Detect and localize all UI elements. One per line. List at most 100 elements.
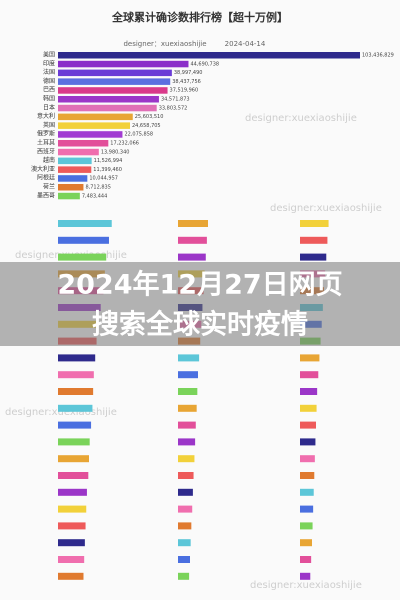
- category-label: 墨西哥: [37, 192, 55, 199]
- bar: [58, 421, 92, 429]
- category-label: 澳大利亚: [31, 165, 55, 173]
- bar: [178, 556, 190, 563]
- category-label: 越南: [43, 156, 55, 164]
- bar: [300, 404, 317, 412]
- bar: [300, 556, 312, 563]
- bar: [58, 404, 93, 412]
- bar: [58, 113, 133, 121]
- bar: [58, 131, 123, 138]
- bar: [300, 354, 320, 362]
- bar: [58, 175, 88, 182]
- watermark: designer:xuexiaoshijie: [250, 580, 362, 591]
- category-label: 阿根廷: [37, 174, 55, 182]
- bar: [58, 505, 87, 513]
- bar: [58, 455, 89, 463]
- bar: [300, 522, 313, 530]
- value-label: 10,044,957: [89, 176, 118, 182]
- category-label: 西班牙: [37, 147, 55, 155]
- bar: [300, 236, 328, 244]
- bar: [58, 192, 80, 200]
- bar: [300, 388, 318, 395]
- bar: [58, 572, 84, 580]
- category-label: 美国: [43, 51, 55, 59]
- value-label: 7,483,444: [82, 193, 107, 199]
- bar: [178, 539, 191, 547]
- bar: [300, 438, 316, 446]
- headline: 搜索全球实时疫情: [92, 309, 308, 341]
- bar: [58, 60, 189, 68]
- category-label: 土耳其: [37, 139, 55, 147]
- bar: [58, 371, 94, 379]
- bar: [58, 388, 94, 395]
- bar: [178, 421, 196, 429]
- bar: [58, 184, 84, 191]
- bar: [58, 52, 360, 59]
- bar: [178, 455, 195, 463]
- value-label: 22,075,858: [124, 132, 153, 138]
- bar: [178, 236, 207, 244]
- value-label: 38,437,756: [172, 79, 201, 85]
- bar: [58, 354, 96, 362]
- bar: [300, 505, 314, 513]
- bar: [300, 572, 311, 580]
- value-label: 17,232,066: [110, 141, 139, 147]
- value-label: 8,712,835: [85, 185, 110, 191]
- bar: [58, 488, 87, 496]
- value-label: 37,519,960: [170, 88, 199, 94]
- bar: [300, 220, 329, 227]
- bar: [300, 472, 315, 479]
- category-label: 英国: [43, 121, 55, 129]
- bar: [58, 539, 85, 547]
- bar: [58, 96, 159, 103]
- bar: [178, 505, 193, 513]
- bar: [58, 236, 109, 244]
- bar: [178, 522, 192, 530]
- watermark: designer:xuexiaoshijie: [245, 113, 357, 124]
- bar: [58, 104, 157, 112]
- bar: [58, 220, 112, 227]
- bar: [178, 404, 197, 412]
- value-label: 33,803,572: [159, 105, 188, 111]
- category-label: 俄罗斯: [37, 130, 55, 138]
- bar: [58, 438, 90, 446]
- value-label: 38,997,490: [174, 70, 203, 76]
- date: 2024-04-14: [225, 40, 266, 48]
- bar: [58, 78, 171, 85]
- bar: [58, 148, 99, 156]
- chart-title: 全球累计确诊数排行榜【超十万例】: [111, 10, 288, 24]
- value-label: 11,526,994: [94, 158, 123, 164]
- category-label: 韩国: [43, 95, 55, 103]
- bar: [300, 421, 316, 429]
- category-label: 意大利: [37, 112, 55, 120]
- bar: [58, 556, 85, 563]
- bar: [58, 69, 172, 77]
- bar: [178, 253, 206, 261]
- bar: [300, 371, 319, 379]
- bar: [300, 488, 314, 496]
- value-label: 44,690,738: [190, 61, 219, 67]
- value-label: 34,571,873: [161, 97, 190, 103]
- bar: [58, 166, 92, 173]
- category-label: 印度: [43, 59, 55, 67]
- bar: [300, 539, 312, 547]
- bar: [58, 253, 107, 261]
- bar: [178, 472, 194, 479]
- bar: [178, 371, 198, 379]
- headline: 2024年12月27日网页: [57, 269, 342, 301]
- bar: [300, 455, 315, 463]
- bar: [178, 220, 208, 227]
- bar: [178, 572, 190, 580]
- headline-band: [0, 262, 400, 346]
- bar: [178, 354, 200, 362]
- category-label: 法国: [43, 68, 55, 76]
- category-label: 德国: [43, 77, 55, 85]
- bar: [178, 438, 196, 446]
- bar: [300, 253, 327, 261]
- bar: [58, 140, 109, 147]
- subtitle: designer：xuexiaoshijie: [123, 40, 206, 48]
- watermark: designer:xuexiaoshijie: [5, 407, 117, 418]
- value-label: 11,399,460: [93, 167, 122, 173]
- bar: [58, 122, 130, 129]
- category-label: 巴西: [43, 87, 55, 94]
- watermark: designer:xuexiaoshijie: [270, 203, 382, 214]
